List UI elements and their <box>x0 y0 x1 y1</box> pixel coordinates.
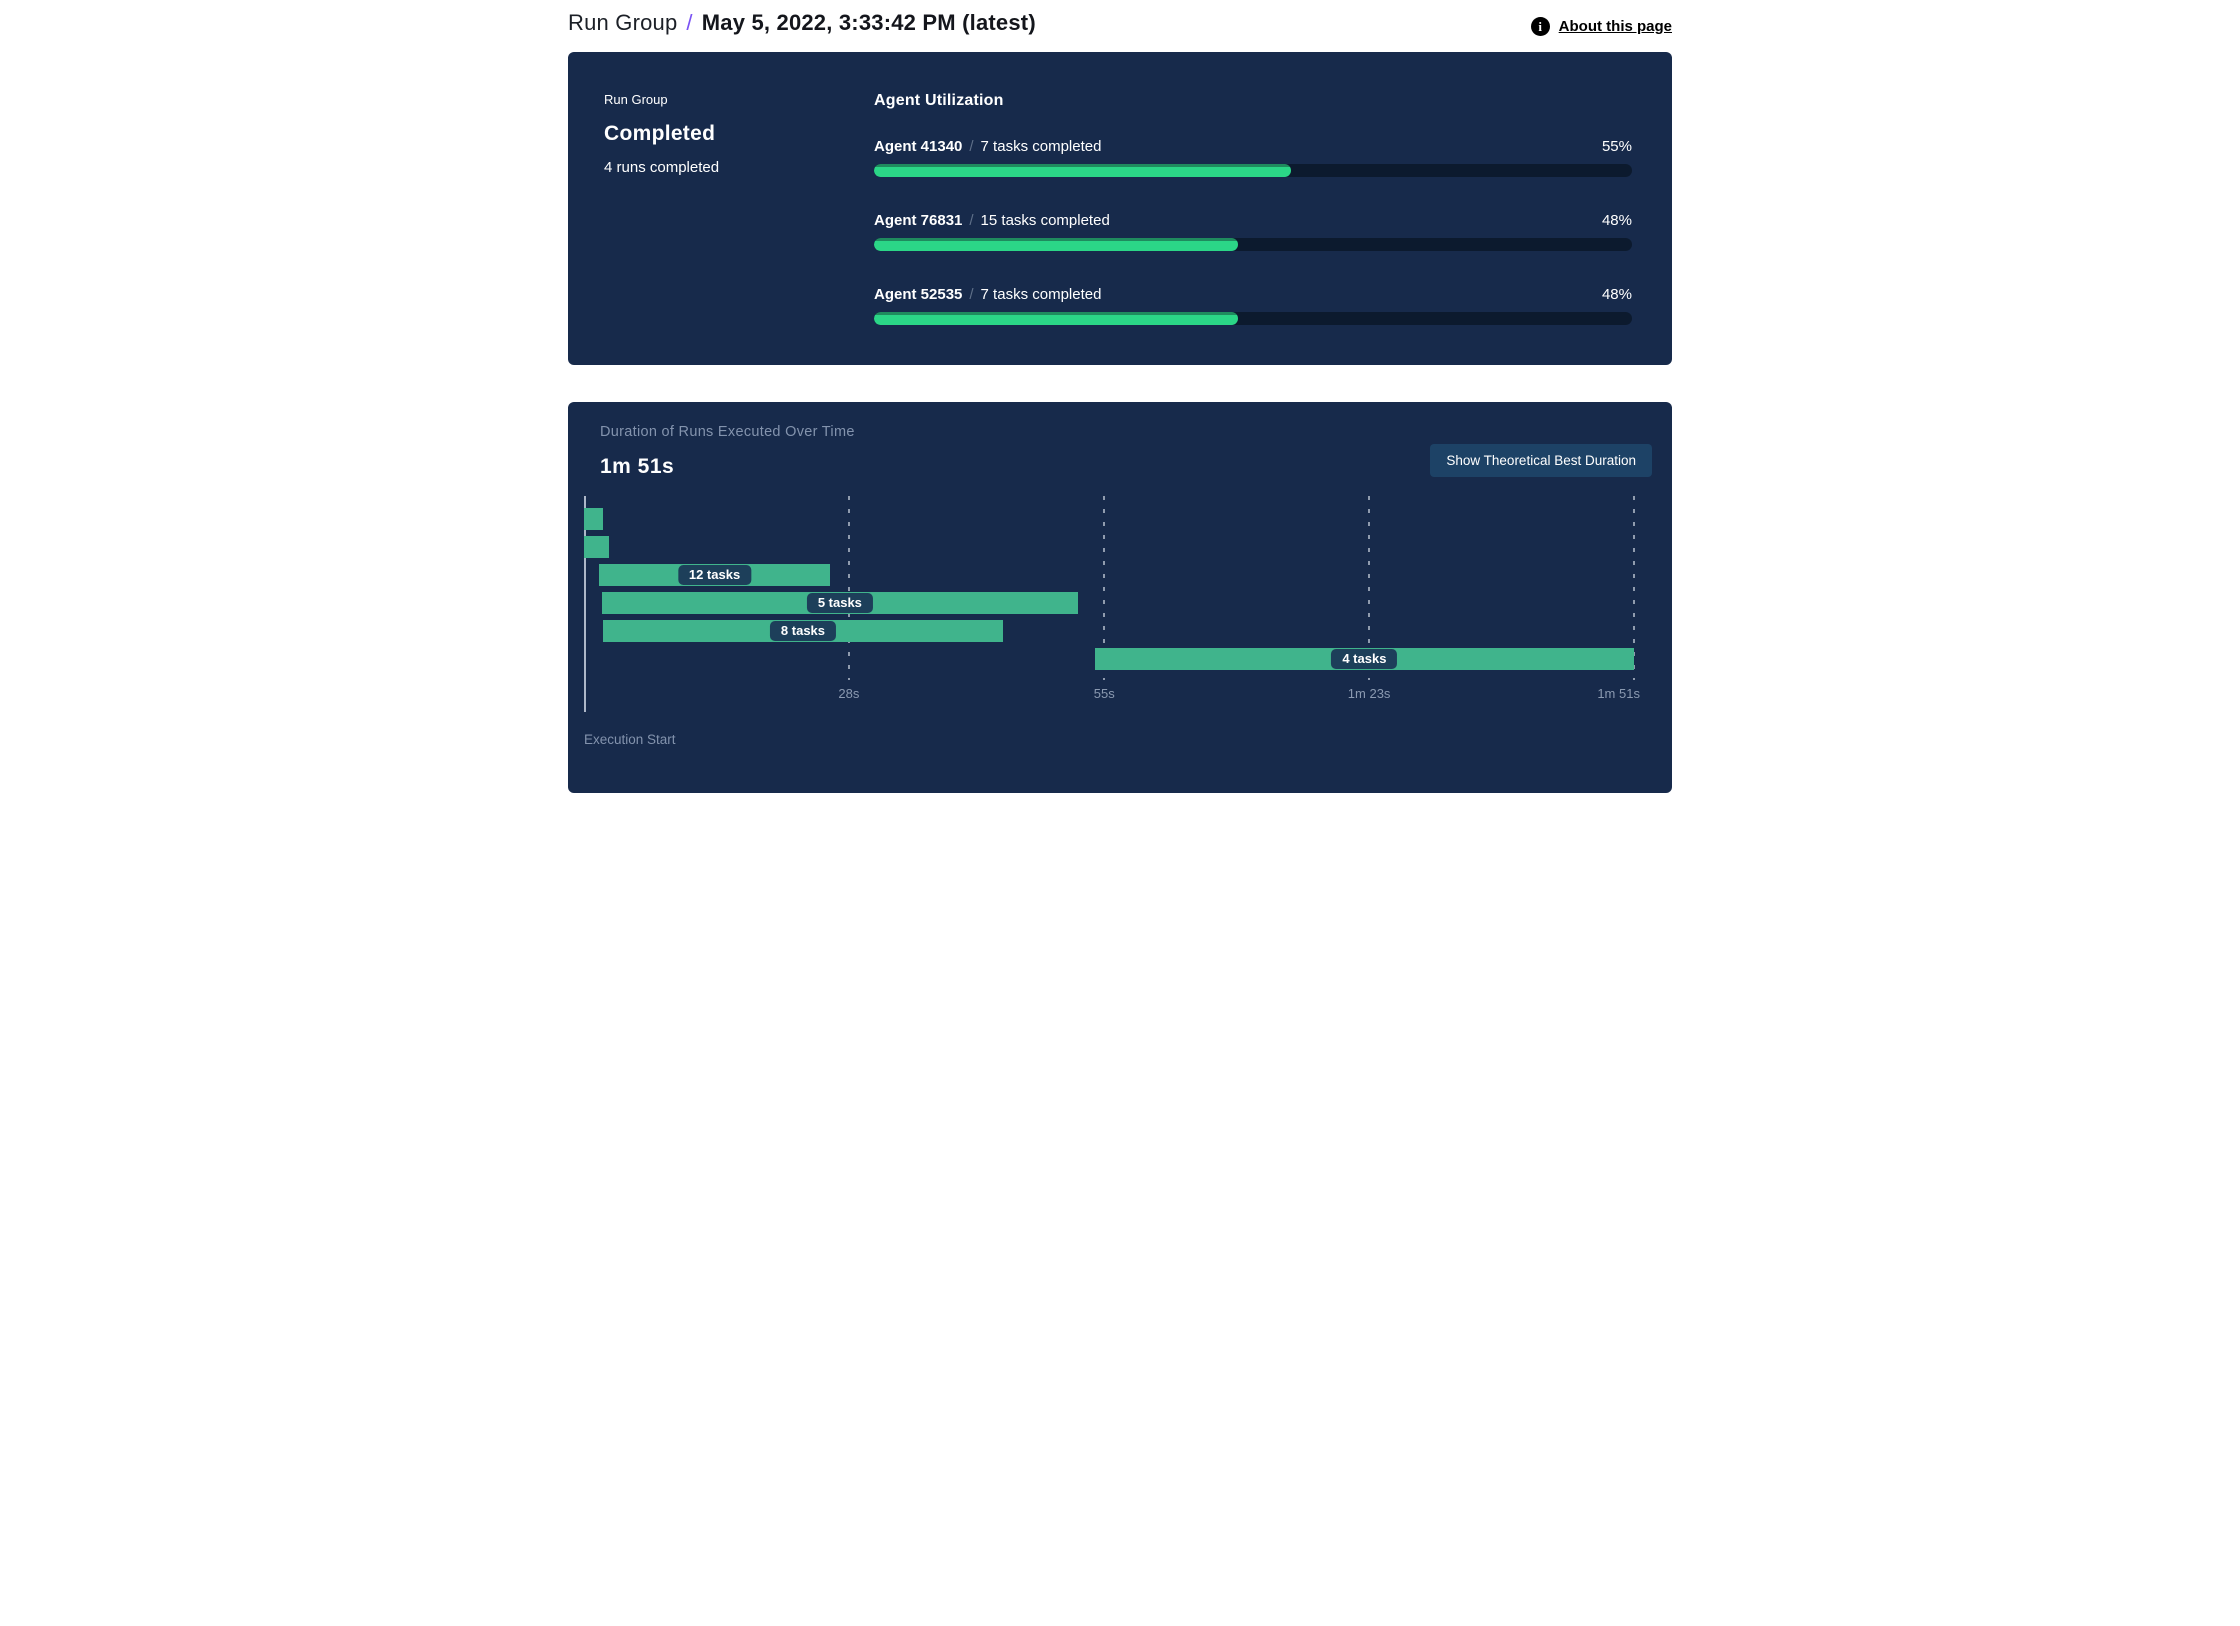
task-count-badge: 5 tasks <box>806 593 873 613</box>
x-axis-tick-labels: 28s 55s 1m 23s 1m 51s <box>584 686 1640 704</box>
agent-tasks-completed: 7 tasks completed <box>980 138 1102 155</box>
x-tick-label: 1m 23s <box>1347 686 1391 701</box>
show-theoretical-best-duration-button[interactable]: Show Theoretical Best Duration <box>1430 444 1652 477</box>
run-bar[interactable] <box>584 536 609 558</box>
utilization-bar-track <box>874 164 1632 177</box>
agent-tasks-completed: 15 tasks completed <box>980 212 1110 229</box>
gantt-row <box>584 536 1634 558</box>
run-bar[interactable]: 4 tasks <box>1094 648 1634 670</box>
duration-chart-card: Duration of Runs Executed Over Time 1m 5… <box>568 402 1672 793</box>
duration-chart-title: Duration of Runs Executed Over Time <box>600 424 855 440</box>
utilization-bar-fill <box>874 238 1238 251</box>
breadcrumb-run-group-link[interactable]: Run Group <box>568 10 678 35</box>
x-tick-label: 28s <box>838 686 860 701</box>
gantt-row: 12 tasks <box>584 564 1634 586</box>
agent-name-separator: / <box>969 286 974 303</box>
utilization-percent: 55% <box>1601 138 1632 155</box>
utilization-bar-track <box>874 312 1632 325</box>
run-bar[interactable] <box>584 508 603 530</box>
duration-chart-titles: Duration of Runs Executed Over Time 1m 5… <box>600 424 855 479</box>
breadcrumb-separator: / <box>686 10 693 35</box>
utilization-percent: 48% <box>1601 212 1632 229</box>
agent-name: Agent 76831 <box>874 212 963 229</box>
agent-name-separator: / <box>969 138 974 155</box>
agent-name: Agent 41340 <box>874 138 963 155</box>
gantt-gridline <box>1368 496 1371 680</box>
gantt-row: 4 tasks <box>584 648 1634 670</box>
utilization-bar-fill <box>874 312 1238 325</box>
breadcrumb: Run Group / May 5, 2022, 3:33:42 PM (lates… <box>568 10 1036 36</box>
total-duration-value: 1m 51s <box>600 455 675 478</box>
gantt-gridline <box>1103 496 1106 680</box>
agent-utilization-list: Agent 41340 / 7 tasks completed 55% Agent 76… <box>874 138 1632 325</box>
page-title: May 5, 2022, 3:33:42 PM (latest) <box>701 10 1036 35</box>
run-bar[interactable]: 12 tasks <box>599 564 830 586</box>
agent-label-line: Agent 52535 / 7 tasks completed 48% <box>874 286 1632 303</box>
info-icon[interactable]: i <box>1530 17 1550 36</box>
agent-label-line: Agent 41340 / 7 tasks completed 55% <box>874 138 1632 155</box>
gantt-row: 8 tasks <box>584 620 1634 642</box>
utilization-bar-track <box>874 238 1632 251</box>
status-value: Completed <box>604 122 716 145</box>
agent-row: Agent 41340 / 7 tasks completed 55% <box>874 138 1632 177</box>
agent-name-separator: / <box>969 212 974 229</box>
gantt-row: 5 tasks <box>584 592 1634 614</box>
run-bar[interactable]: 8 tasks <box>602 620 1004 642</box>
utilization-bar-fill <box>874 164 1291 177</box>
gantt-gridline <box>847 496 850 680</box>
agent-tasks-completed: 7 tasks completed <box>980 286 1102 303</box>
run-group-label: Run Group <box>604 92 668 107</box>
run-group-status-card: Run Group Completed 4 runs completed Age… <box>568 52 1672 365</box>
gantt-row <box>584 508 1634 530</box>
run-group-status-column: Run Group Completed 4 runs completed <box>604 92 874 325</box>
about-this-page-label[interactable]: About this page <box>1558 18 1672 35</box>
task-count-badge: 4 tasks <box>1331 649 1398 669</box>
page-header: Run Group / May 5, 2022, 3:33:42 PM (lates… <box>568 6 1672 52</box>
execution-start-label: Execution Start <box>584 732 676 747</box>
page: Run Group / May 5, 2022, 3:33:42 PM (lates… <box>560 0 1680 813</box>
utilization-percent: 48% <box>1601 286 1632 303</box>
gantt-gridline <box>1633 496 1635 680</box>
runs-completed-count: 4 runs completed <box>604 159 720 176</box>
task-count-badge: 12 tasks <box>677 565 752 585</box>
duration-chart-header: Duration of Runs Executed Over Time 1m 5… <box>568 424 1672 479</box>
agent-row: Agent 52535 / 7 tasks completed 48% <box>874 286 1632 325</box>
x-tick-label: 1m 51s <box>1597 686 1640 701</box>
agent-name: Agent 52535 <box>874 286 963 303</box>
run-bar[interactable]: 5 tasks <box>601 592 1078 614</box>
run-timeline-gantt-chart: 12 tasks 5 tasks 8 tasks 4 tasks <box>584 496 1635 712</box>
x-tick-label: 55s <box>1093 686 1115 701</box>
task-count-badge: 8 tasks <box>769 621 837 641</box>
about-this-page-link[interactable]: i About this page <box>1530 17 1672 36</box>
agent-label-line: Agent 76831 / 15 tasks completed 48% <box>874 212 1632 229</box>
execution-start-axis <box>584 496 586 712</box>
agent-row: Agent 76831 / 15 tasks completed 48% <box>874 212 1632 251</box>
agent-utilization-heading: Agent Utilization <box>874 92 1004 109</box>
agent-utilization-section: Agent Utilization Agent 41340 / 7 tasks co… <box>874 92 1632 325</box>
